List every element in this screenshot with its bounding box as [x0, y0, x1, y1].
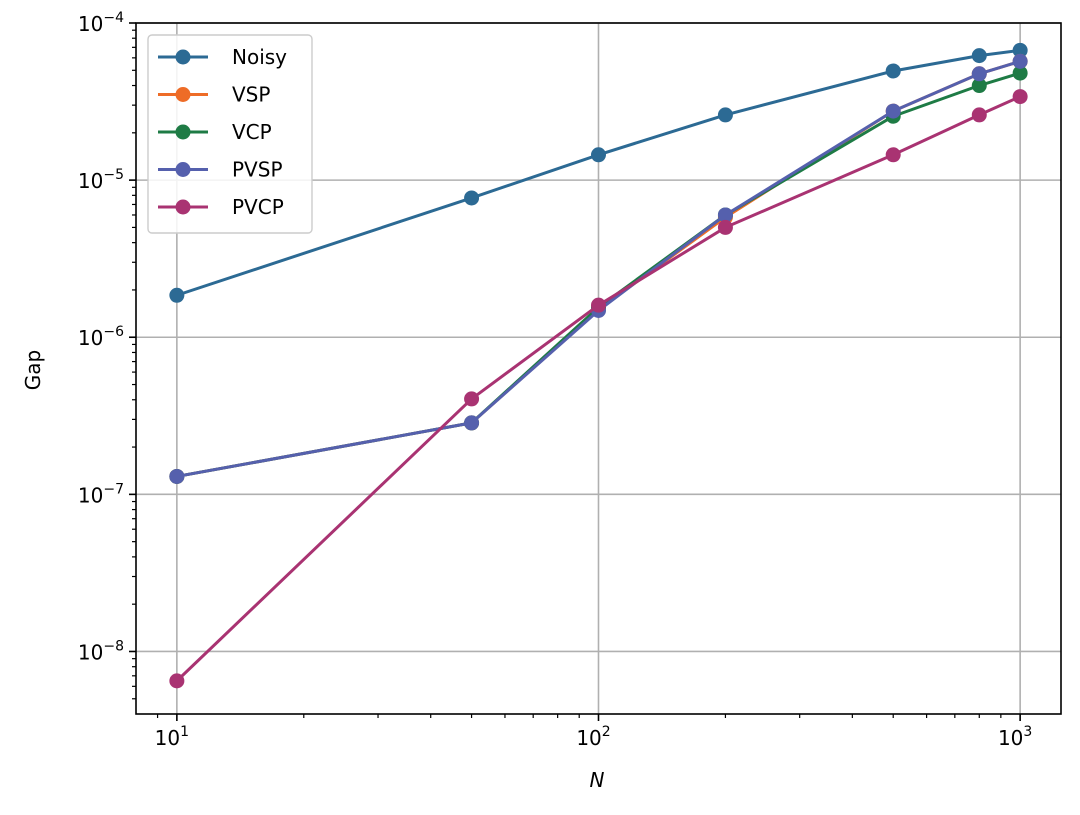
y-tick-label: 10−7: [78, 481, 124, 507]
data-point: [169, 468, 185, 484]
x-tick-label: 103: [998, 724, 1032, 750]
legend-entry-vsp: VSP: [158, 83, 270, 107]
data-point: [1012, 65, 1028, 81]
data-point: [885, 63, 901, 79]
legend-label: PVCP: [232, 195, 284, 219]
data-point: [885, 103, 901, 119]
legend-marker: [175, 87, 191, 102]
data-point: [971, 66, 987, 82]
x-tick-label: 101: [155, 724, 189, 750]
legend-label: Noisy: [232, 45, 287, 69]
data-point: [971, 107, 987, 123]
legend-label: PVSP: [232, 158, 283, 182]
y-axis-label: Gap: [21, 350, 45, 390]
data-point: [591, 147, 606, 163]
y-tick-label: 10−4: [78, 10, 124, 36]
data-point: [464, 391, 480, 407]
data-point: [169, 287, 185, 303]
legend-entry-noisy: Noisy: [158, 45, 287, 69]
data-point: [717, 219, 733, 235]
legend-marker: [175, 199, 191, 215]
legend-marker: [175, 124, 191, 140]
x-tick-label: 102: [576, 724, 610, 750]
data-point: [971, 78, 987, 94]
data-point: [1012, 42, 1028, 58]
series-noisy: [169, 42, 1028, 303]
series-pvcp: [169, 89, 1028, 689]
x-axis-label: N: [590, 768, 605, 792]
series-lines: [169, 42, 1028, 689]
data-point: [971, 48, 987, 64]
data-point: [717, 207, 733, 223]
y-tick-label: 10−6: [78, 324, 124, 350]
data-point: [464, 190, 480, 206]
data-point: [169, 673, 185, 689]
legend: Noisy VSP VCP PVSP PVCP: [147, 34, 313, 234]
data-point: [464, 415, 480, 431]
legend-entry-pvcp: PVCP: [158, 195, 284, 219]
data-point: [885, 147, 901, 163]
legend-label: VSP: [232, 83, 270, 107]
data-point: [1012, 89, 1028, 105]
axes: 101 102 103 10−8 10−7 10−6 10−5 10−4: [78, 10, 1062, 750]
legend-marker: [175, 162, 191, 177]
legend-marker: [175, 49, 191, 65]
data-point: [1012, 53, 1028, 69]
legend-box: [147, 34, 313, 234]
legend-label: VCP: [232, 120, 272, 144]
y-tick-label: 10−5: [78, 167, 124, 193]
y-tick-label: 10−8: [78, 638, 124, 664]
legend-entry-vcp: VCP: [158, 120, 272, 144]
data-point: [591, 297, 606, 313]
legend-entry-pvsp: PVSP: [158, 158, 283, 182]
data-point: [717, 107, 733, 123]
